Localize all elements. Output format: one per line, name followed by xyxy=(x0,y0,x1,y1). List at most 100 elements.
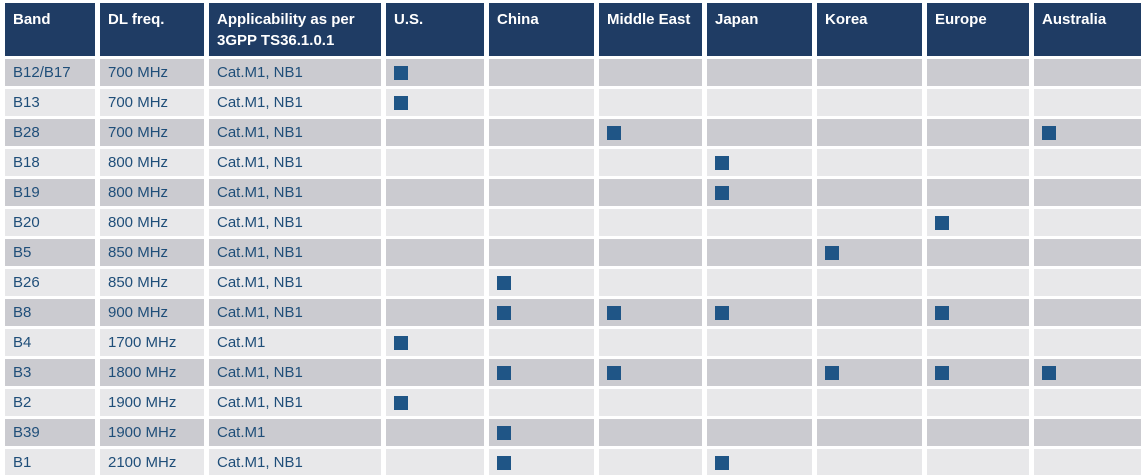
cell-region-us xyxy=(386,389,484,416)
cell-region-australia xyxy=(1034,359,1141,386)
cell-region-china xyxy=(489,209,594,236)
cell-dl-freq: 700 MHz xyxy=(100,89,204,116)
cell-dl-freq: 800 MHz xyxy=(100,179,204,206)
cell-applicability: Cat.M1, NB1 xyxy=(209,149,381,176)
cell-band: B4 xyxy=(5,329,95,356)
cell-region-korea xyxy=(817,329,922,356)
cell-band: B5 xyxy=(5,239,95,266)
region-marker-square-icon xyxy=(497,305,511,320)
cell-region-us xyxy=(386,269,484,296)
cell-applicability: Cat.M1, NB1 xyxy=(209,119,381,146)
cell-region-australia xyxy=(1034,209,1141,236)
cell-region-us xyxy=(386,89,484,116)
cell-region-us xyxy=(386,209,484,236)
region-marker-square-icon xyxy=(935,305,949,320)
cell-region-korea xyxy=(817,239,922,266)
region-marker-square-icon xyxy=(825,365,839,380)
cell-dl-freq: 1900 MHz xyxy=(100,419,204,446)
region-marker-square-icon xyxy=(715,185,729,200)
cell-region-korea xyxy=(817,149,922,176)
region-marker-square-icon xyxy=(394,95,408,110)
region-marker-square-icon xyxy=(607,365,621,380)
column-header-band: Band xyxy=(5,3,95,56)
cell-band: B2 xyxy=(5,389,95,416)
cell-applicability: Cat.M1, NB1 xyxy=(209,89,381,116)
table-row: B20 800 MHz Cat.M1, NB1 xyxy=(5,209,1141,236)
cell-region-middle-east xyxy=(599,149,702,176)
cell-dl-freq: 850 MHz xyxy=(100,269,204,296)
cell-region-europe xyxy=(927,269,1029,296)
table-row: B19 800 MHz Cat.M1, NB1 xyxy=(5,179,1141,206)
region-marker-square-icon xyxy=(715,305,729,320)
cell-region-china xyxy=(489,449,594,475)
cell-region-korea xyxy=(817,389,922,416)
cell-region-japan xyxy=(707,269,812,296)
cell-region-china xyxy=(489,389,594,416)
cell-region-middle-east xyxy=(599,329,702,356)
cell-region-china xyxy=(489,299,594,326)
table-row: B8 900 MHz Cat.M1, NB1 xyxy=(5,299,1141,326)
cell-region-us xyxy=(386,119,484,146)
cell-region-korea xyxy=(817,299,922,326)
cell-dl-freq: 1900 MHz xyxy=(100,389,204,416)
cell-region-japan xyxy=(707,299,812,326)
cell-region-china xyxy=(489,269,594,296)
table-header-row: Band DL freq. Applicability as per 3GPP TS… xyxy=(5,3,1141,56)
table-row: B13 700 MHz Cat.M1, NB1 xyxy=(5,89,1141,116)
table-row: B1 2100 MHz Cat.M1, NB1 xyxy=(5,449,1141,475)
table-row: B4 1700 MHz Cat.M1 xyxy=(5,329,1141,356)
cell-region-korea xyxy=(817,179,922,206)
cell-region-europe xyxy=(927,179,1029,206)
cell-region-europe xyxy=(927,59,1029,86)
cell-band: B28 xyxy=(5,119,95,146)
cell-region-australia xyxy=(1034,89,1141,116)
cell-dl-freq: 700 MHz xyxy=(100,59,204,86)
cell-region-europe xyxy=(927,449,1029,475)
region-marker-square-icon xyxy=(715,155,729,170)
cell-region-japan xyxy=(707,89,812,116)
cell-region-japan xyxy=(707,359,812,386)
cell-region-japan xyxy=(707,209,812,236)
region-marker-square-icon xyxy=(825,245,839,260)
cell-region-china xyxy=(489,179,594,206)
cell-region-us xyxy=(386,149,484,176)
cell-region-middle-east xyxy=(599,269,702,296)
cell-region-australia xyxy=(1034,299,1141,326)
region-marker-square-icon xyxy=(497,425,511,440)
table-row: B3 1800 MHz Cat.M1, NB1 xyxy=(5,359,1141,386)
cell-band: B8 xyxy=(5,299,95,326)
cell-region-australia xyxy=(1034,449,1141,475)
cell-dl-freq: 800 MHz xyxy=(100,149,204,176)
cell-dl-freq: 2100 MHz xyxy=(100,449,204,475)
cell-region-china xyxy=(489,329,594,356)
cell-region-korea xyxy=(817,209,922,236)
cell-applicability: Cat.M1, NB1 xyxy=(209,359,381,386)
cell-region-middle-east xyxy=(599,239,702,266)
cell-region-europe xyxy=(927,149,1029,176)
cell-region-japan xyxy=(707,389,812,416)
cell-region-europe xyxy=(927,89,1029,116)
region-marker-square-icon xyxy=(497,275,511,290)
cell-region-australia xyxy=(1034,59,1141,86)
region-marker-square-icon xyxy=(715,455,729,470)
cell-band: B20 xyxy=(5,209,95,236)
cell-region-japan xyxy=(707,119,812,146)
cell-region-us xyxy=(386,419,484,446)
column-header-us: U.S. xyxy=(386,3,484,56)
cell-region-middle-east xyxy=(599,119,702,146)
cell-applicability: Cat.M1, NB1 xyxy=(209,299,381,326)
cell-region-us xyxy=(386,239,484,266)
cell-region-australia xyxy=(1034,269,1141,296)
cell-applicability: Cat.M1, NB1 xyxy=(209,59,381,86)
cell-region-australia xyxy=(1034,239,1141,266)
cell-applicability: Cat.M1 xyxy=(209,329,381,356)
column-header-australia: Australia xyxy=(1034,3,1141,56)
cell-band: B3 xyxy=(5,359,95,386)
table-row: B39 1900 MHz Cat.M1 xyxy=(5,419,1141,446)
cell-region-korea xyxy=(817,59,922,86)
cell-applicability: Cat.M1, NB1 xyxy=(209,239,381,266)
cell-applicability: Cat.M1, NB1 xyxy=(209,389,381,416)
region-marker-square-icon xyxy=(394,65,408,80)
cell-region-korea xyxy=(817,269,922,296)
